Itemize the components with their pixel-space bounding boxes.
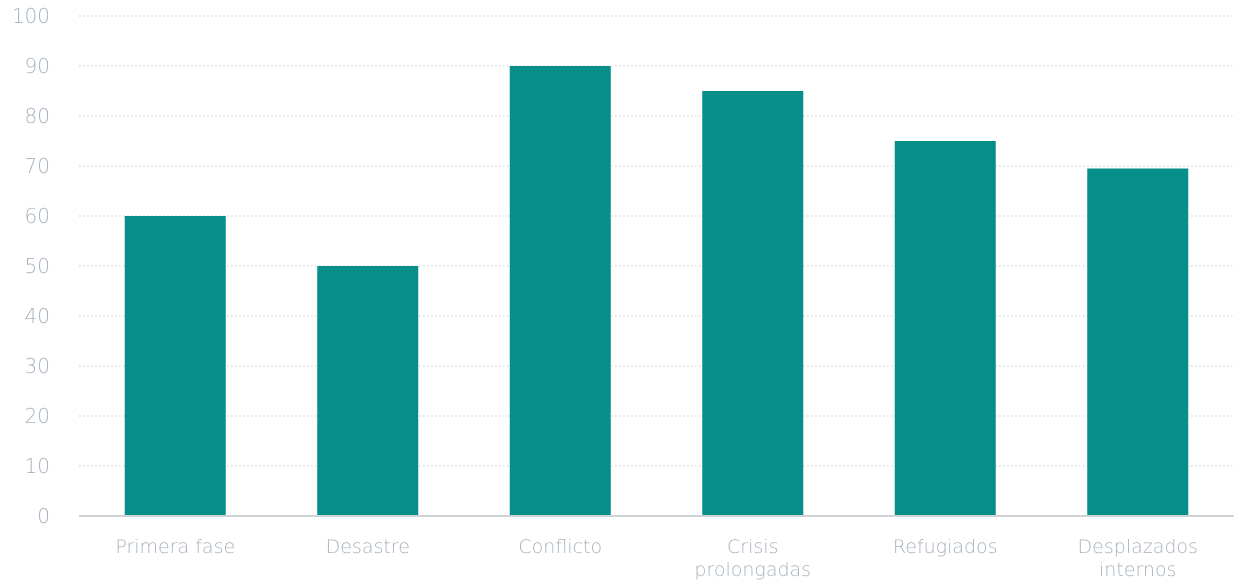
- y-tick-label: 100: [12, 4, 50, 28]
- x-tick-label: Refugiados: [893, 536, 998, 558]
- x-tick-label: Primera fase: [115, 536, 235, 558]
- y-tick-label: 10: [25, 454, 50, 478]
- bar-2: [509, 66, 611, 516]
- y-tick-label: 80: [25, 104, 50, 128]
- x-tick-label: Crisis prolongadas: [694, 536, 811, 581]
- bar-4: [894, 141, 996, 516]
- x-tick-label-line: Desastre: [326, 536, 410, 558]
- x-tick-label: Conflicto: [518, 536, 602, 558]
- y-tick-label: 60: [25, 204, 50, 228]
- x-tick-label-line: Desplazados: [1078, 536, 1198, 558]
- y-tick-label: 30: [25, 354, 50, 378]
- y-tick-label: 40: [25, 304, 50, 328]
- y-tick-label: 0: [37, 504, 50, 528]
- x-axis-tick-labels: Primera fase Desastre Conflicto Crisis prolo…: [115, 536, 1198, 581]
- x-tick-label-line: Crisis: [727, 536, 778, 558]
- x-tick-label-line: Conflicto: [518, 536, 602, 558]
- x-tick-label-line: internos: [1099, 559, 1177, 581]
- bar-3: [702, 91, 804, 516]
- bar-5: [1087, 168, 1189, 516]
- x-tick-label: Desplazados internos: [1078, 536, 1198, 581]
- y-axis-tick-labels: 0 10 20 30 40 50 60 70 80 90 100: [12, 4, 50, 528]
- x-tick-label-line: Refugiados: [893, 536, 998, 558]
- bar-1: [317, 266, 419, 516]
- y-tick-label: 20: [25, 404, 50, 428]
- x-tick-label-line: prolongadas: [694, 559, 811, 581]
- y-tick-label: 90: [25, 54, 50, 78]
- x-tick-label: Desastre: [326, 536, 410, 558]
- gridlines: [79, 15, 1234, 467]
- x-tick-label-line: Primera fase: [115, 536, 235, 558]
- bars: [124, 66, 1189, 516]
- y-tick-label: 70: [25, 154, 50, 178]
- y-tick-label: 50: [25, 254, 50, 278]
- bar-0: [124, 216, 226, 516]
